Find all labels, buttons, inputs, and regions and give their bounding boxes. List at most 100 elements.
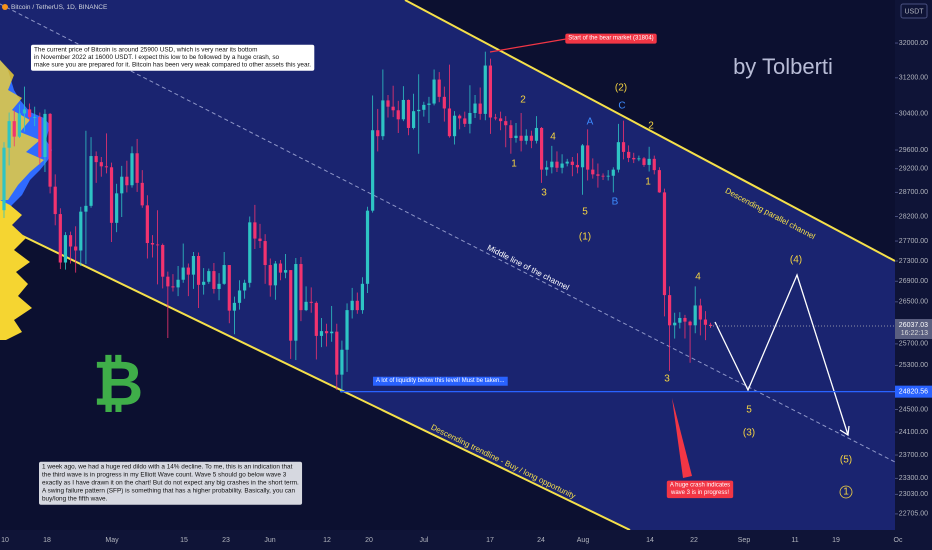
- candle-body: [294, 264, 298, 341]
- projection-path: [714, 273, 849, 436]
- candle-body: [330, 331, 334, 334]
- level-price-box: [895, 385, 932, 398]
- candle-body: [273, 263, 277, 286]
- candle-body: [458, 115, 462, 119]
- x-tick-label: 17: [486, 537, 494, 544]
- candle-body: [452, 115, 457, 137]
- candle-body: [304, 301, 308, 311]
- last-price: 26037.03: [899, 322, 928, 329]
- candle-body: [28, 109, 32, 118]
- candle-body: [437, 79, 441, 97]
- candle-body: [181, 267, 185, 280]
- candle-body: [386, 100, 390, 107]
- candle-body: [668, 295, 672, 326]
- candle-body: [575, 164, 580, 168]
- candle-body: [570, 161, 574, 165]
- wave-label: 2: [520, 95, 526, 106]
- candle-body: [647, 158, 651, 165]
- candle-body: [314, 302, 318, 336]
- bitcoin-logo: ₿: [93, 349, 144, 418]
- candle-body: [350, 300, 354, 311]
- candle-body: [580, 145, 585, 168]
- candle-body: [48, 113, 52, 187]
- note-text: The current price of Bitcoin is around 2…: [34, 47, 257, 54]
- wave-label: (1): [579, 232, 591, 243]
- candle-body: [591, 169, 595, 175]
- candle-body: [468, 112, 472, 124]
- y-tick-label: 23300.00: [899, 475, 928, 482]
- candle-body: [171, 286, 175, 288]
- candle-body: [657, 170, 661, 193]
- symbol-icon: [2, 4, 8, 10]
- candle-body: [104, 166, 108, 168]
- x-tick-label: Jun: [264, 537, 275, 544]
- candle-body: [186, 267, 190, 275]
- wave-label: (2): [615, 83, 627, 94]
- note-text: A swing failure pattern (SFP) is somethi…: [42, 488, 295, 495]
- wave-label: 1: [511, 159, 517, 170]
- candle-body: [94, 156, 98, 163]
- wave-label: B: [612, 197, 619, 208]
- candle-body: [222, 265, 226, 284]
- note-text: buy/long the fifth wave.: [42, 496, 108, 503]
- y-tick-label: 23700.00: [899, 452, 928, 459]
- candle-body: [550, 161, 554, 168]
- callout-arrow: [672, 398, 692, 478]
- wave-label: 3: [664, 374, 670, 385]
- candle-body: [309, 301, 313, 303]
- candle-body: [156, 244, 160, 246]
- candle-body: [145, 205, 149, 244]
- candle-body: [79, 211, 83, 251]
- candle-body: [99, 162, 103, 167]
- wave-label: (5): [840, 455, 852, 466]
- candle-body: [442, 96, 446, 109]
- candle-body: [637, 158, 641, 160]
- y-tick-label: 31200.00: [899, 75, 928, 82]
- candle-body: [319, 331, 324, 336]
- candle-body: [601, 175, 605, 177]
- candle-body: [483, 65, 487, 114]
- y-tick-label: 23030.00: [899, 491, 928, 498]
- x-tick-label: 23: [222, 537, 230, 544]
- candle-body: [606, 175, 610, 177]
- x-tick-label: 15: [180, 537, 188, 544]
- note-text: exactly as I have drawn it on the chart!…: [42, 480, 299, 487]
- candle-body: [412, 111, 416, 128]
- y-tick-label: 25700.00: [899, 341, 928, 348]
- callout-arrow: [489, 38, 567, 53]
- candle-body: [499, 118, 503, 122]
- candle-body: [176, 279, 180, 288]
- candle-body: [642, 158, 646, 165]
- candle-body: [478, 103, 482, 114]
- y-tick-label: 28700.00: [899, 189, 928, 196]
- candle-body: [514, 135, 518, 139]
- price-axis: [895, 0, 932, 550]
- candle-body: [673, 322, 677, 326]
- candle-body: [678, 317, 682, 323]
- candle-body: [17, 113, 21, 137]
- candle-body: [381, 100, 385, 137]
- candle-body: [534, 127, 539, 141]
- y-tick-label: 27700.00: [899, 238, 928, 245]
- candle-body: [258, 238, 262, 242]
- projection-arrow: [839, 425, 850, 437]
- candle-body: [519, 135, 523, 141]
- candle-body: [115, 193, 119, 223]
- currency-box: [900, 3, 928, 19]
- y-tick-label: 29200.00: [899, 166, 928, 173]
- candle-body: [596, 174, 600, 176]
- wave-label: 3: [541, 188, 547, 199]
- candle-body: [227, 265, 231, 311]
- x-tick-label: 18: [43, 537, 51, 544]
- x-tick-label: 22: [690, 537, 698, 544]
- candle-body: [89, 156, 93, 206]
- candle-body: [447, 108, 452, 137]
- x-tick-label: Sep: [738, 537, 751, 544]
- upper-channel-line: [404, 0, 895, 262]
- wave-label: 4: [550, 132, 556, 143]
- wave-label: (4): [790, 255, 802, 266]
- x-tick-label: Jul: [420, 537, 429, 544]
- candle-body: [63, 235, 68, 263]
- candle-body: [565, 161, 569, 164]
